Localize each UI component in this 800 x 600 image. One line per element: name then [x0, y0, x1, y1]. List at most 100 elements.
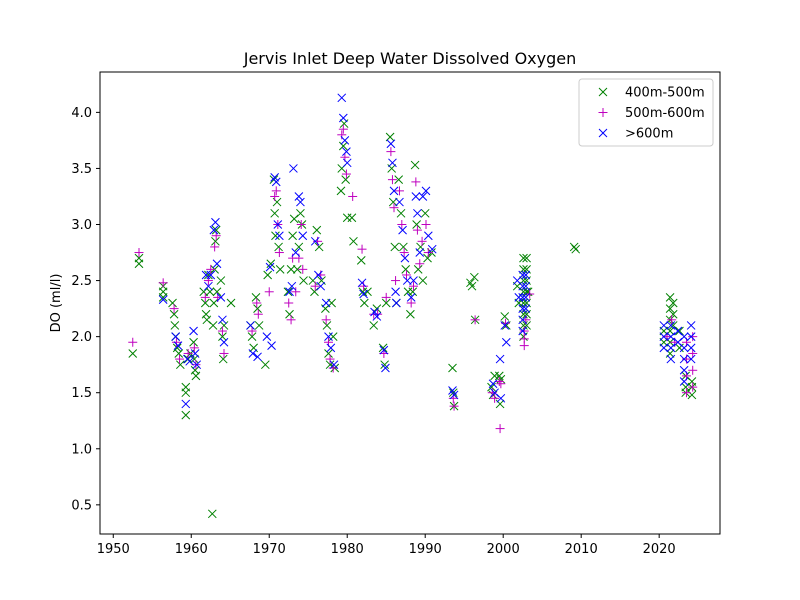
data-point [490, 393, 500, 403]
data-point [287, 281, 297, 291]
x-tick-label: 1990 [409, 542, 442, 557]
data-point [469, 272, 479, 282]
data-point [285, 309, 294, 319]
data-point [391, 287, 400, 297]
data-point [360, 298, 369, 308]
data-point [342, 158, 352, 168]
data-point [296, 208, 305, 218]
data-point [496, 393, 506, 403]
data-point [338, 141, 348, 151]
data-point [666, 343, 676, 353]
chart-title: Jervis Inlet Deep Water Dissolved Oxygen [243, 49, 577, 68]
data-point [270, 191, 280, 201]
y-tick-label: 1.5 [71, 386, 92, 401]
data-point [406, 298, 416, 308]
data-point [357, 278, 367, 288]
data-point [206, 270, 216, 280]
data-point [388, 158, 397, 168]
data-point [423, 231, 433, 241]
data-point [314, 242, 324, 252]
data-point [189, 326, 198, 336]
data-point [249, 343, 258, 353]
data-point [667, 315, 677, 325]
data-point [514, 293, 524, 302]
data-point [521, 304, 531, 313]
legend-marker [598, 108, 608, 117]
legend-item: >600m [598, 127, 673, 142]
data-point [681, 354, 691, 364]
data-point [298, 231, 308, 241]
data-point [283, 287, 293, 297]
y-tick-label: 1.0 [71, 442, 92, 457]
data-point [688, 332, 698, 342]
data-point [134, 248, 144, 258]
y-tick-label: 3.0 [71, 218, 92, 233]
data-point [209, 225, 219, 235]
data-point [391, 276, 401, 286]
data-point [394, 186, 404, 196]
data-point [266, 259, 276, 269]
data-point [212, 259, 222, 269]
data-point [275, 265, 285, 274]
data-point [679, 377, 689, 386]
data-point [357, 244, 367, 254]
data-point [519, 332, 528, 341]
data-point [448, 386, 457, 395]
data-point [324, 332, 333, 341]
data-point [252, 298, 262, 308]
x-tick-label: 1980 [331, 542, 364, 557]
data-point [495, 424, 505, 434]
data-point [363, 287, 372, 297]
data-point [413, 208, 422, 218]
x-tick-label: 2020 [643, 542, 676, 557]
data-point [128, 349, 138, 358]
data-point [389, 186, 399, 196]
data-point [390, 242, 400, 252]
data-point [175, 354, 185, 364]
data-point [289, 164, 298, 173]
data-point [205, 287, 215, 297]
data-point [415, 248, 425, 257]
data-point [226, 298, 236, 308]
data-point [423, 253, 432, 263]
data-point [212, 287, 222, 297]
data-point [273, 220, 283, 229]
legend: 400m-500m 500m-600m >600m [578, 78, 714, 147]
legend-item: 500m-600m [598, 106, 705, 121]
data-point [686, 321, 696, 330]
data-point [448, 363, 457, 373]
plot-frame [99, 71, 721, 535]
data-point [679, 365, 689, 375]
data-point [200, 292, 210, 302]
data-point [322, 321, 332, 330]
legend-item: 400m-500m [598, 86, 705, 101]
data-point [253, 304, 262, 313]
data-point [448, 388, 458, 398]
data-point [341, 175, 351, 185]
x-tick-label: 2000 [487, 542, 520, 557]
data-point [217, 326, 227, 336]
data-point [518, 326, 528, 336]
data-point [209, 298, 219, 308]
data-point [488, 379, 498, 389]
data-point [427, 244, 437, 254]
data-point [501, 337, 511, 347]
data-point [208, 321, 218, 330]
data-point [270, 173, 280, 182]
data-point [286, 265, 296, 274]
data-point [265, 262, 275, 272]
data-point [398, 225, 407, 235]
data-point [181, 388, 191, 398]
legend-box [578, 78, 714, 147]
legend-marker [598, 128, 608, 138]
data-point [500, 321, 510, 330]
data-point [519, 341, 529, 351]
data-point [686, 343, 696, 353]
data-point [522, 253, 531, 263]
data-point [668, 298, 678, 308]
data-point [219, 348, 229, 358]
data-point [518, 304, 528, 313]
data-point [379, 345, 389, 355]
